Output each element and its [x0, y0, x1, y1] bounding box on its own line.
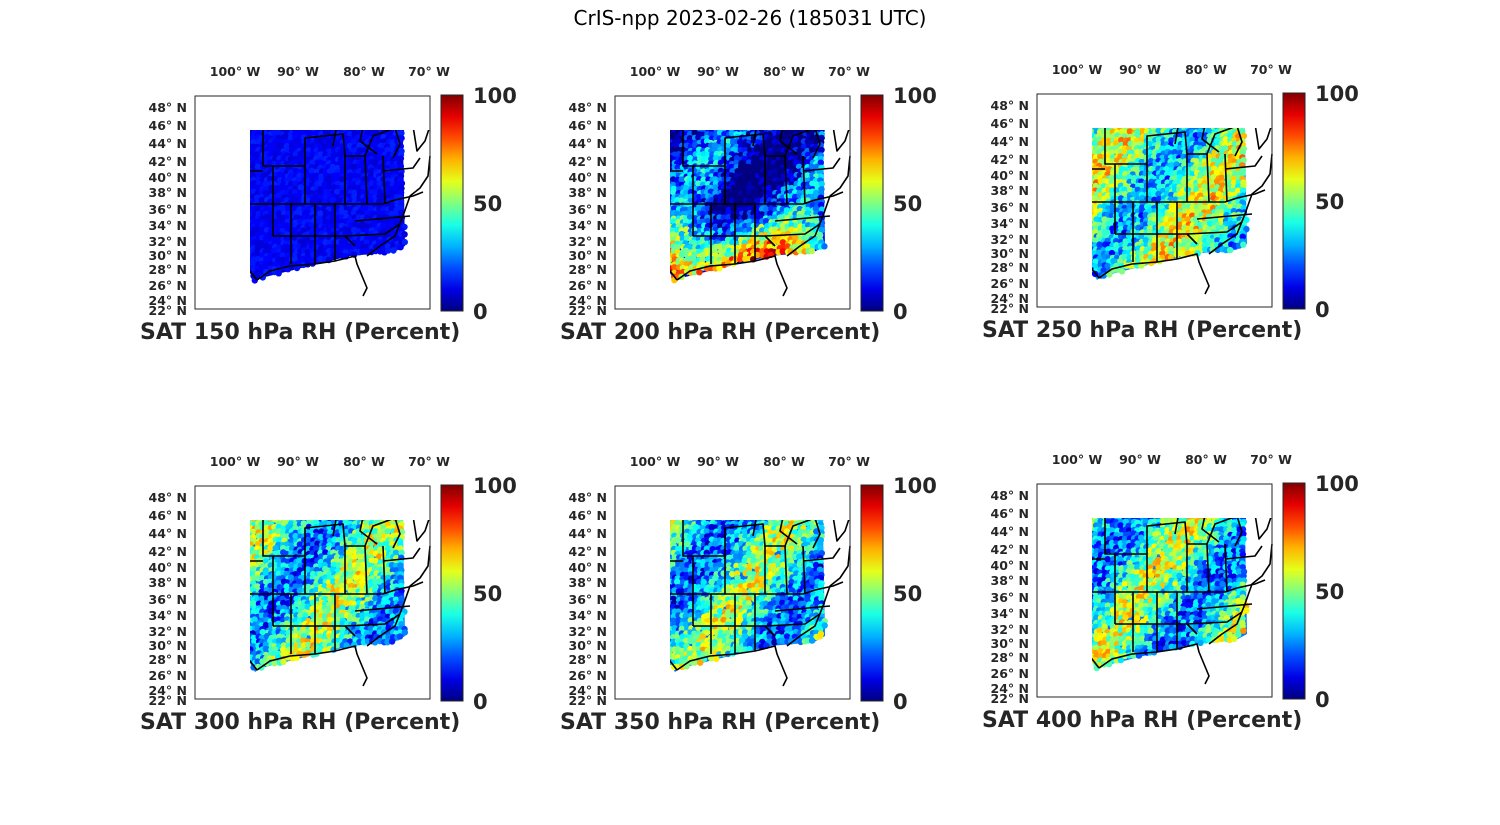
- lat-tick-label: 46° N: [569, 118, 607, 133]
- lat-tick-label: 22° N: [569, 303, 607, 318]
- colorbar-tick-label: 100: [893, 84, 937, 108]
- lat-tick-label: 38° N: [149, 185, 187, 200]
- lat-tick-label: 38° N: [569, 185, 607, 200]
- rh-observation-dot: [276, 270, 282, 276]
- rh-observation-dot: [401, 231, 407, 237]
- rh-observation-dot: [818, 147, 824, 153]
- lat-tick-label: 36° N: [569, 202, 607, 217]
- lat-tick-label: 32° N: [569, 234, 607, 249]
- lat-tick-label: 30° N: [569, 248, 607, 263]
- rh-observation-dot: [742, 214, 748, 220]
- lat-tick-label: 34° N: [569, 218, 607, 233]
- lon-tick-label: 70° W: [408, 64, 450, 79]
- lat-tick-label: 46° N: [149, 118, 187, 133]
- rh-observation-dot: [809, 248, 815, 254]
- panel-title: SAT 150 hPa RH (Percent): [140, 320, 460, 345]
- lon-tick-label: 100° W: [210, 64, 261, 79]
- colorbar-tick-label: 50: [473, 192, 502, 216]
- map-panel-3: 100° W 90° W 80° W 70° W 48° N 46° N 44° N 42° …: [982, 60, 1402, 360]
- rh-observation-dot: [390, 247, 396, 253]
- colorbar-tick-label: 0: [473, 300, 488, 324]
- lat-tick-label: 32° N: [149, 234, 187, 249]
- lat-tick-label: 40° N: [149, 170, 187, 185]
- colorbar-tick-label: 100: [473, 84, 517, 108]
- colorbar-tick-label: 50: [893, 192, 922, 216]
- map-panel-2: 100° W 90° W 80° W 70° W 48° N 46° N 44° N 42° …: [560, 62, 980, 362]
- colorbar: [441, 95, 463, 311]
- rh-map-svg: 100° W 90° W 80° W 70° W 48° N 46° N 44° N 42° …: [560, 62, 980, 322]
- figure-title: CrIS-npp 2023-02-26 (185031 UTC): [0, 6, 1500, 30]
- lon-tick-label: 80° W: [763, 64, 805, 79]
- lat-tick-label: 36° N: [149, 202, 187, 217]
- rh-observation-dot: [259, 197, 265, 203]
- rh-observation-dot: [351, 164, 357, 170]
- lat-tick-label: 28° N: [569, 262, 607, 277]
- rh-observation-dot: [397, 244, 403, 250]
- lat-tick-label: 48° N: [569, 100, 607, 115]
- colorbar: [861, 95, 883, 311]
- rh-observation-dot: [1239, 170, 1245, 176]
- lat-tick-label: 42° N: [569, 154, 607, 169]
- lat-tick-label: 26° N: [569, 278, 607, 293]
- map-panel-1: 100° W 90° W 80° W 70° W 48° N 46° N 44° N 42° …: [140, 62, 560, 362]
- rh-observation-dot: [330, 197, 336, 203]
- rh-observation-dot: [402, 239, 408, 245]
- lat-tick-label: 40° N: [569, 170, 607, 185]
- rh-map-svg: 100° W 90° W 80° W 70° W 48° N 46° N 44° N 42° …: [140, 62, 560, 322]
- panel-title: SAT 200 hPa RH (Percent): [560, 320, 880, 345]
- lat-tick-label: 26° N: [149, 278, 187, 293]
- lon-tick-label: 90° W: [697, 64, 739, 79]
- lon-tick-label: 70° W: [828, 64, 870, 79]
- rh-observation-dot: [346, 243, 352, 249]
- rh-observation-dot: [821, 243, 827, 249]
- rh-map-svg: 100° W 90° W 80° W 70° W48° N46° N44° N42° …: [982, 60, 1402, 320]
- lon-tick-label: 90° W: [277, 64, 319, 79]
- lat-tick-label: 44° N: [149, 136, 187, 151]
- lat-tick-label: 42° N: [149, 154, 187, 169]
- colorbar-tick-label: 0: [893, 300, 908, 324]
- lon-tick-label: 100° W: [630, 64, 681, 79]
- lat-tick-label: 34° N: [149, 218, 187, 233]
- lat-tick-label: 48° N: [149, 100, 187, 115]
- lon-tick-label: 80° W: [343, 64, 385, 79]
- lat-tick-label: 30° N: [149, 248, 187, 263]
- lat-tick-label: 28° N: [149, 262, 187, 277]
- lat-tick-label: 44° N: [569, 136, 607, 151]
- lat-tick-label: 22° N: [149, 303, 187, 318]
